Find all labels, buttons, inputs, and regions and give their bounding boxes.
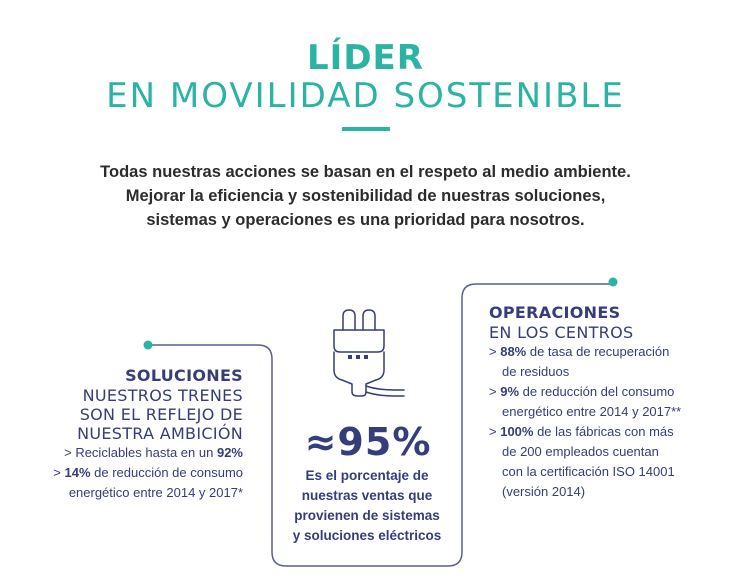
intro-text: Todas nuestras acciones se basan en el r… bbox=[60, 160, 671, 232]
bullet-text: de reducción del consumo bbox=[519, 384, 675, 399]
bullet-marker: > bbox=[53, 465, 65, 480]
center-desc-line-1: Es el porcentaje de bbox=[305, 468, 429, 483]
soluciones-bullet-2-line-2: energético entre 2014 y 2017* bbox=[68, 485, 243, 500]
bullet-text: de las fábricas con más bbox=[533, 424, 674, 439]
operaciones-block: OPERACIONES EN LOS CENTROS > 88% de tasa… bbox=[489, 303, 681, 502]
soluciones-sub-1: NUESTROS TRENES bbox=[82, 386, 243, 405]
center-desc-line-4: y soluciones eléctricos bbox=[292, 528, 442, 543]
plug-indicator-2 bbox=[356, 355, 360, 359]
operaciones-bullet-3-line-3: con la certificación ISO 14001 bbox=[502, 464, 675, 479]
bullet-marker: > bbox=[489, 424, 501, 439]
operaciones-sub: EN LOS CENTROS bbox=[489, 323, 634, 342]
bullet-marker: > bbox=[489, 344, 501, 359]
bullet-text: de reducción de consumo bbox=[90, 465, 243, 480]
operaciones-bullet-1-line-2: de residuos bbox=[502, 364, 570, 379]
bullet-text: de tasa de recuperación bbox=[526, 344, 670, 359]
center-desc-line-2: nuestras ventas que bbox=[301, 488, 433, 503]
right-dot bbox=[608, 277, 618, 287]
bullet-value: 88% bbox=[500, 344, 527, 359]
soluciones-sub-3: NUESTRA AMBICIÓN bbox=[77, 424, 243, 443]
center-description: Es el porcentaje de nuestras ventas que … bbox=[272, 466, 462, 546]
operaciones-bullet-1: > 88% de tasa de recuperación bbox=[489, 342, 681, 362]
plug-indicator-3 bbox=[364, 355, 368, 359]
bullet-value: 9% bbox=[500, 384, 520, 399]
left-dot bbox=[143, 340, 153, 350]
operaciones-bullet-3-line-2: de 200 empleados cuentan bbox=[502, 444, 659, 459]
center-desc-line-3: provienen de sistemas bbox=[294, 508, 440, 523]
soluciones-block: SOLUCIONES NUESTROS TRENES SON EL REFLEJ… bbox=[53, 366, 243, 503]
title-lider: LÍDER bbox=[307, 38, 424, 78]
operaciones-bullet-3-line-4: (versión 2014) bbox=[502, 484, 586, 499]
operaciones-bullet-2: > 9% de reducción del consumo bbox=[489, 382, 681, 402]
intro-line-3: sistemas y operaciones es una prioridad … bbox=[146, 211, 585, 229]
soluciones-sub-2: SON EL REFLEJO DE bbox=[79, 405, 243, 424]
operaciones-title: OPERACIONES bbox=[489, 303, 621, 322]
bullet-value: 92% bbox=[216, 445, 243, 460]
bullet-text: > Reciclables hasta en un bbox=[64, 445, 217, 460]
electric-plug-icon bbox=[333, 309, 405, 397]
left-connector-line bbox=[148, 283, 613, 567]
intro-line-2: Mejorar la eficiencia y sostenibilidad d… bbox=[125, 187, 606, 205]
intro-line-1: Todas nuestras acciones se basan en el r… bbox=[100, 163, 631, 181]
plug-indicator-1 bbox=[348, 355, 352, 359]
title-divider bbox=[342, 127, 390, 131]
soluciones-bullet-1: > Reciclables hasta en un 92% bbox=[53, 443, 243, 463]
soluciones-bullet-2: > 14% de reducción de consumo bbox=[53, 463, 243, 483]
title-movilidad: EN MOVILIDAD SOSTENIBLE bbox=[106, 76, 625, 116]
bullet-value: 14% bbox=[64, 465, 91, 480]
bullet-value: 100% bbox=[500, 424, 534, 439]
soluciones-title: SOLUCIONES bbox=[125, 366, 243, 385]
center-stat: ≈95% bbox=[304, 420, 432, 464]
operaciones-bullet-2-line-2: energético entre 2014 y 2017** bbox=[502, 404, 682, 419]
bullet-marker: > bbox=[489, 384, 501, 399]
operaciones-bullet-3: > 100% de las fábricas con más bbox=[489, 422, 681, 442]
